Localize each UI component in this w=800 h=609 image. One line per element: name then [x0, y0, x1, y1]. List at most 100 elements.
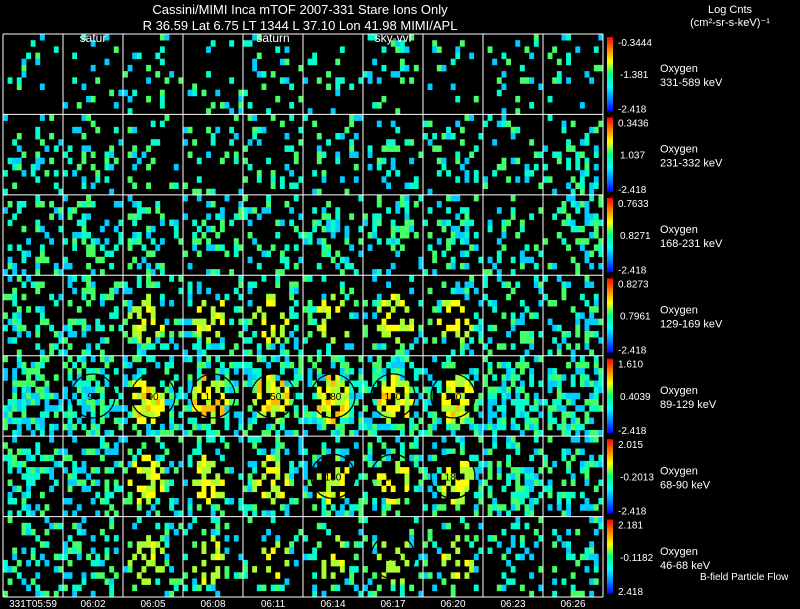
- heatmap-cell: [524, 417, 530, 425]
- heatmap-cell: [289, 547, 295, 554]
- heatmap-cell: [81, 114, 87, 121]
- heatmap-cell: [39, 392, 45, 400]
- heatmap-cell: [289, 170, 295, 177]
- heatmap-cell: [284, 133, 290, 140]
- heatmap-cell: [538, 83, 544, 90]
- heatmap-cell: [464, 293, 470, 301]
- heatmap-cell: [7, 157, 13, 165]
- heatmap-cell: [450, 498, 456, 505]
- heatmap-cell: [376, 479, 382, 486]
- heatmap-cell: [113, 157, 119, 165]
- heatmap-cell: [49, 293, 55, 301]
- heatmap-cell: [169, 479, 175, 486]
- heatmap-cell: [39, 83, 45, 90]
- heatmap-cell: [206, 46, 211, 53]
- heatmap-cell: [316, 157, 322, 165]
- heatmap-cell: [312, 547, 318, 554]
- heatmap-cell: [118, 89, 124, 97]
- heatmap-cell: [510, 491, 516, 499]
- heatmap-cell: [427, 430, 433, 437]
- heatmap-cell: [556, 349, 562, 356]
- heatmap-cell: [123, 318, 128, 326]
- heatmap-cell: [183, 572, 188, 579]
- heatmap-cell: [589, 405, 595, 412]
- heatmap-cell: [35, 392, 41, 400]
- heatmap-cell: [589, 541, 595, 548]
- heatmap-cell: [53, 553, 59, 561]
- heatmap-cell: [164, 553, 170, 561]
- heatmap-cell: [386, 300, 391, 307]
- heatmap-cell: [556, 498, 562, 505]
- heatmap-cell: [173, 343, 179, 350]
- heatmap-cell: [386, 454, 391, 462]
- heatmap-cell: [67, 368, 73, 375]
- heatmap-cell: [146, 262, 151, 270]
- heatmap-cell: [289, 287, 295, 295]
- heatmap-cell: [529, 170, 535, 177]
- heatmap-cell: [12, 392, 18, 400]
- heatmap-cell: [279, 182, 285, 189]
- heatmap-cell: [238, 293, 244, 301]
- heatmap-cell: [519, 386, 525, 394]
- heatmap-cell: [399, 399, 405, 406]
- heatmap-cell: [127, 64, 133, 72]
- heatmap-cell: [238, 473, 244, 480]
- heatmap-cell: [335, 454, 341, 462]
- heatmap-cell: [164, 114, 170, 121]
- heatmap-cell: [543, 454, 548, 462]
- heatmap-cell: [427, 120, 433, 128]
- heatmap-cell: [224, 405, 230, 412]
- panel-angle-label: 180: [385, 472, 402, 483]
- heatmap-cell: [455, 281, 461, 288]
- heatmap-cell: [252, 133, 258, 140]
- heatmap-cell: [561, 430, 567, 437]
- heatmap-cell: [293, 300, 299, 307]
- heatmap-cell: [289, 207, 295, 214]
- heatmap-cell: [3, 269, 8, 276]
- heatmap-cell: [376, 102, 382, 109]
- heatmap-cell: [524, 244, 530, 251]
- heatmap-cell: [293, 559, 299, 567]
- heatmap-cell: [376, 473, 382, 480]
- heatmap-cell: [330, 108, 336, 115]
- heatmap-cell: [206, 361, 211, 369]
- heatmap-cell: [26, 399, 31, 406]
- heatmap-cell: [321, 448, 327, 455]
- heatmap-cell: [3, 442, 8, 449]
- heatmap-cell: [109, 566, 115, 573]
- heatmap-cell: [316, 262, 322, 270]
- heatmap-cell: [215, 491, 221, 499]
- heatmap-cell: [219, 219, 225, 227]
- heatmap-cell: [39, 201, 45, 208]
- heatmap-cell: [247, 163, 253, 171]
- heatmap-cell: [30, 578, 36, 585]
- heatmap-cell: [404, 392, 410, 400]
- heatmap-cell: [483, 460, 488, 468]
- heatmap-cell: [3, 114, 8, 121]
- heatmap-cell: [404, 194, 410, 202]
- heatmap-cell: [289, 182, 295, 189]
- heatmap-cell: [312, 572, 318, 579]
- heatmap-cell: [53, 374, 59, 381]
- heatmap-cell: [53, 182, 59, 189]
- heatmap-cell: [104, 374, 110, 381]
- heatmap-cell: [395, 71, 401, 78]
- heatmap-cell: [141, 541, 147, 548]
- heatmap-cell: [72, 361, 78, 369]
- heatmap-cell: [266, 467, 271, 474]
- heatmap-cell: [459, 262, 465, 270]
- heatmap-cell: [432, 306, 438, 313]
- heatmap-cell: [598, 201, 604, 208]
- heatmap-cell: [58, 269, 64, 276]
- heatmap-cell: [483, 269, 488, 276]
- heatmap-cell: [109, 287, 115, 295]
- heatmap-cell: [584, 213, 590, 220]
- heatmap-cell: [446, 219, 451, 227]
- heatmap-cell: [529, 467, 535, 474]
- heatmap-cell: [298, 417, 304, 425]
- heatmap-cell: [478, 467, 484, 474]
- heatmap-cell: [339, 473, 345, 480]
- heatmap-cell: [506, 473, 511, 480]
- heatmap-cell: [464, 374, 470, 381]
- heatmap-cell: [146, 182, 151, 189]
